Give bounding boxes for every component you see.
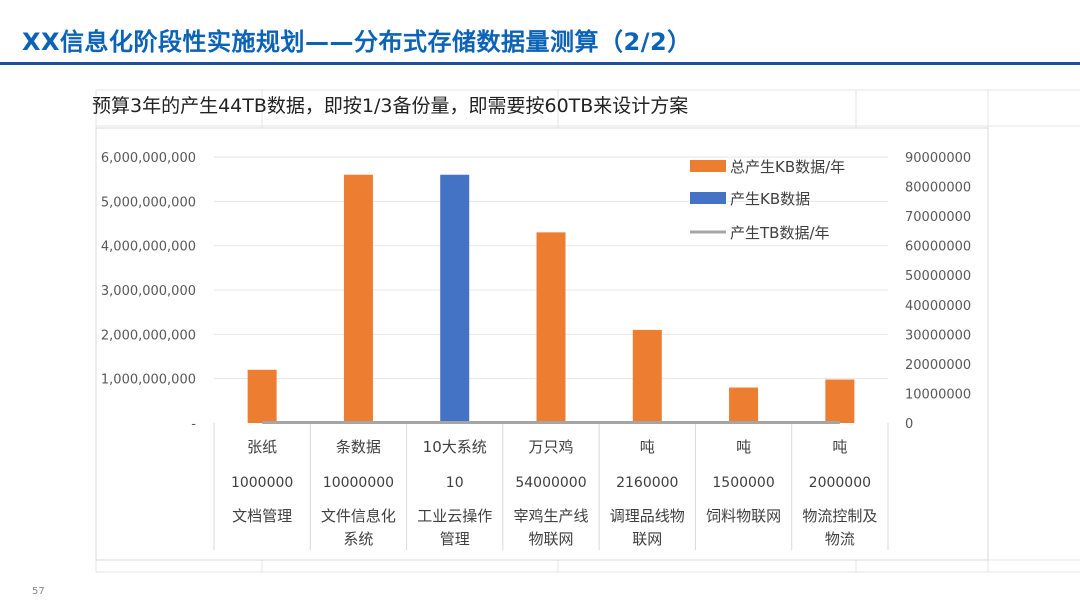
category-count-label: 10 [446,475,464,491]
y2-tick-label: 40000000 [905,299,971,314]
chart-title: 预算3年的产生44TB数据，即按1/3备份量，即需要按60TB来设计方案 [92,95,688,117]
y-tick-label: 2,000,000,000 [101,328,196,343]
bar-total-kb-per-year [536,232,566,423]
y-tick-label: 6,000,000,000 [101,151,196,166]
bar-total-kb-per-year [247,369,277,423]
legend-label: 产生TB数据/年 [730,224,830,242]
category-name-label: 文档管理 [232,507,292,525]
legend-swatch [690,192,726,204]
y-tick-label: 5,000,000,000 [101,195,196,210]
y2-tick-label: 80000000 [905,181,971,196]
category-unit-label: 张纸 [247,438,277,456]
category-name-label: 文件信息化系统 [321,507,396,548]
y2-tick-label: 70000000 [905,210,971,225]
category-name-label: 调理品线物联网 [610,507,685,548]
category-unit-label: 条数据 [336,438,381,456]
category-name-label: 饲料物联网 [706,507,781,525]
bar-total-kb-per-year [343,174,373,423]
y2-tick-label: 60000000 [905,240,971,255]
y2-tick-label: 0 [905,417,913,432]
category-unit-label: 吨 [736,438,751,456]
category-name-label: 宰鸡生产线物联网 [513,507,588,548]
category-count-label: 54000000 [515,475,586,491]
legend-label: 总产生KB数据/年 [730,158,845,176]
y-tick-label: - [191,417,196,432]
category-count-label: 1000000 [231,475,293,491]
title-divider [0,62,1080,65]
y-tick-label: 1,000,000,000 [101,373,196,388]
category-unit-label: 10大系统 [423,438,487,456]
bar-total-kb-per-year [632,329,662,423]
bar-kb-data [440,174,470,423]
category-name-label: 工业云操作管理 [417,507,492,548]
legend-swatch [690,160,726,172]
category-count-label: 2000000 [809,475,871,491]
y2-tick-label: 20000000 [905,358,971,373]
category-name-label: 物流控制及物流 [802,507,877,548]
category-unit-label: 吨 [640,438,655,456]
category-count-label: 2160000 [616,475,678,491]
y2-tick-label: 30000000 [905,328,971,343]
category-count-label: 10000000 [323,475,394,491]
y2-tick-label: 90000000 [905,151,971,166]
page-number: 57 [32,586,45,597]
category-count-label: 1500000 [712,475,774,491]
y2-tick-label: 10000000 [905,387,971,402]
slide-title: XX信息化阶段性实施规划——分布式存储数据量测算（2/2） [22,28,692,56]
category-unit-label: 吨 [832,438,847,456]
y2-tick-label: 50000000 [905,269,971,284]
legend-label: 产生KB数据 [730,190,810,208]
bar-total-kb-per-year [825,379,855,423]
category-unit-label: 万只鸡 [528,438,573,456]
bar-total-kb-per-year [729,387,759,423]
y-tick-label: 4,000,000,000 [101,240,196,255]
y-tick-label: 3,000,000,000 [101,284,196,299]
